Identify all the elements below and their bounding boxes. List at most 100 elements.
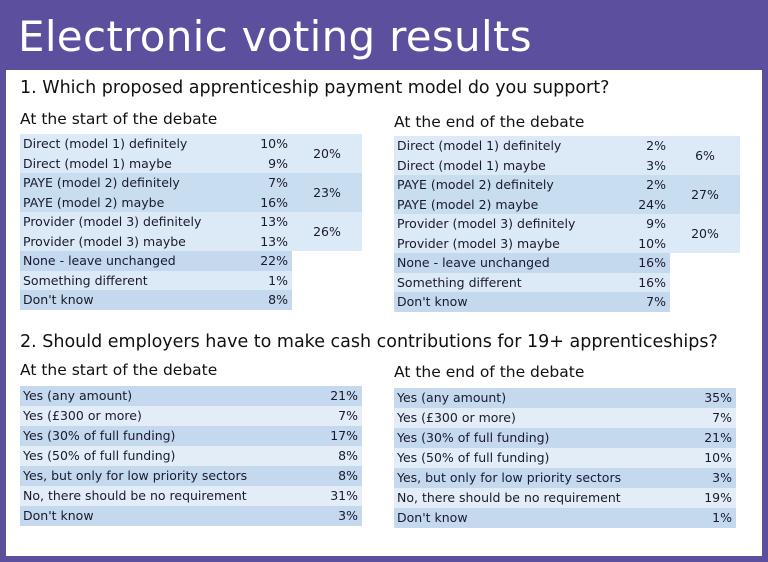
table-row: Yes (£300 or more) 7% [394,408,736,428]
table-row: Don't know 1% [394,508,736,528]
row-percent: 16% [260,194,288,210]
table-row: Yes (30% of full funding) 17% [20,426,362,446]
q2-end-table: Yes (any amount) 35% Yes (£300 or more) 7% Y… [394,388,740,528]
table-row: Yes, but only for low priority sectors 8% [20,466,362,486]
row-label: PAYE (model 2) maybe [397,196,539,212]
row-percent: 35% [704,390,732,405]
row-percent: 7% [268,175,288,190]
q1-group: PAYE (model 2) definitely 7% PAYE (model 2… [20,173,362,212]
table-row: Provider (model 3) definitely 13% [20,212,292,232]
row-label: Yes (£300 or more) [397,410,516,425]
row-percent: 9% [646,216,666,231]
row-percent: 13% [260,233,288,249]
row-label: Provider (model 3) definitely [397,216,576,231]
row-label: Yes (any amount) [397,390,507,405]
row-percent: 8% [268,292,288,307]
row-percent: 21% [704,430,732,445]
table-row: Direct (model 1) definitely 2% [394,136,670,156]
table-row: Yes (any amount) 35% [394,388,736,408]
row-label: Something different [397,274,522,290]
table-row: None - leave unchanged 22% [20,251,292,271]
row-label: Direct (model 1) definitely [397,138,562,153]
row-percent: 2% [646,138,666,153]
row-percent: 3% [338,508,358,523]
table-row: Don't know 7% [394,292,670,312]
q2-end-heading: At the end of the debate [394,363,585,381]
group-subtotal: 27% [691,187,719,202]
row-percent: 24% [638,196,666,212]
table-row: Yes (30% of full funding) 21% [394,428,736,448]
question-1: 1. Which proposed apprenticeship payment… [20,78,610,98]
row-label: Provider (model 3) maybe [23,233,186,249]
q1-group: PAYE (model 2) definitely 2% PAYE (model 2… [394,175,740,214]
row-percent: 7% [646,294,666,309]
results-panel: 1. Which proposed apprenticeship payment… [6,70,762,556]
row-label: Yes (£300 or more) [23,408,142,423]
table-row: Yes (50% of full funding) 10% [394,448,736,468]
table-row: Yes (any amount) 21% [20,386,362,406]
row-label: Yes (any amount) [23,388,133,403]
row-percent: 10% [260,136,288,151]
group-subtotal: 23% [313,185,341,200]
table-row: Yes (50% of full funding) 8% [20,446,362,466]
table-row: No, there should be no requirement 19% [394,488,736,508]
q1-start-heading: At the start of the debate [20,110,218,128]
row-label: Yes (30% of full funding) [397,430,550,445]
table-row: Yes (£300 or more) 7% [20,406,362,426]
row-label: None - leave unchanged [397,255,550,270]
row-label: Direct (model 1) maybe [397,157,546,173]
row-label: PAYE (model 2) definitely [23,175,180,190]
row-percent: 22% [260,253,288,268]
table-row: Yes, but only for low priority sectors 3% [394,468,736,488]
group-subtotal: 20% [691,226,719,241]
group-subtotal: 20% [313,146,341,161]
table-row: Don't know 3% [20,506,362,526]
row-percent: 17% [330,428,358,443]
row-percent: 21% [330,388,358,403]
row-percent: 10% [704,450,732,465]
q1-group: Provider (model 3) definitely 13% Provider… [20,212,362,251]
row-percent: 9% [268,155,288,171]
table-row: Don't know 8% [20,290,292,310]
row-percent: 3% [712,470,732,485]
row-percent: 3% [646,157,666,173]
row-label: Provider (model 3) definitely [23,214,202,229]
row-label: Direct (model 1) definitely [23,136,188,151]
table-row: Provider (model 3) maybe 10% [394,234,670,254]
table-row: Something different 1% [20,270,292,290]
row-percent: 31% [330,488,358,503]
row-label: Don't know [23,292,94,307]
table-row: Direct (model 1) definitely 10% [20,134,292,154]
row-percent: 2% [646,177,666,192]
table-row: Something different 16% [394,272,670,292]
row-label: Direct (model 1) maybe [23,155,172,171]
table-row: Provider (model 3) definitely 9% [394,214,670,234]
row-label: Don't know [23,508,94,523]
row-label: None - leave unchanged [23,253,176,268]
table-row: PAYE (model 2) definitely 2% [394,175,670,195]
q1-group: Direct (model 1) definitely 10% Direct (mo… [20,134,362,173]
row-percent: 13% [260,214,288,229]
row-percent: 7% [712,410,732,425]
row-percent: 1% [712,510,732,525]
row-percent: 8% [338,468,358,483]
row-label: Yes, but only for low priority sectors [397,470,622,485]
question-2: 2. Should employers have to make cash co… [20,332,718,352]
table-row: None - leave unchanged 16% [394,253,670,273]
row-percent: 8% [338,448,358,463]
row-percent: 7% [338,408,358,423]
q2-start-heading: At the start of the debate [20,361,218,379]
row-percent: 16% [638,274,666,290]
row-label: Yes, but only for low priority sectors [23,468,248,483]
row-percent: 16% [638,255,666,270]
table-row: Direct (model 1) maybe 9% [20,154,292,174]
row-label: PAYE (model 2) definitely [397,177,554,192]
row-label: Provider (model 3) maybe [397,235,560,251]
row-label: Yes (50% of full funding) [23,448,176,463]
row-label: Yes (30% of full funding) [23,428,176,443]
row-percent: 19% [704,490,732,505]
group-subtotal: 6% [695,148,715,163]
table-row: PAYE (model 2) definitely 7% [20,173,292,193]
row-label: No, there should be no requirement [397,490,621,505]
row-label: Don't know [397,294,468,309]
